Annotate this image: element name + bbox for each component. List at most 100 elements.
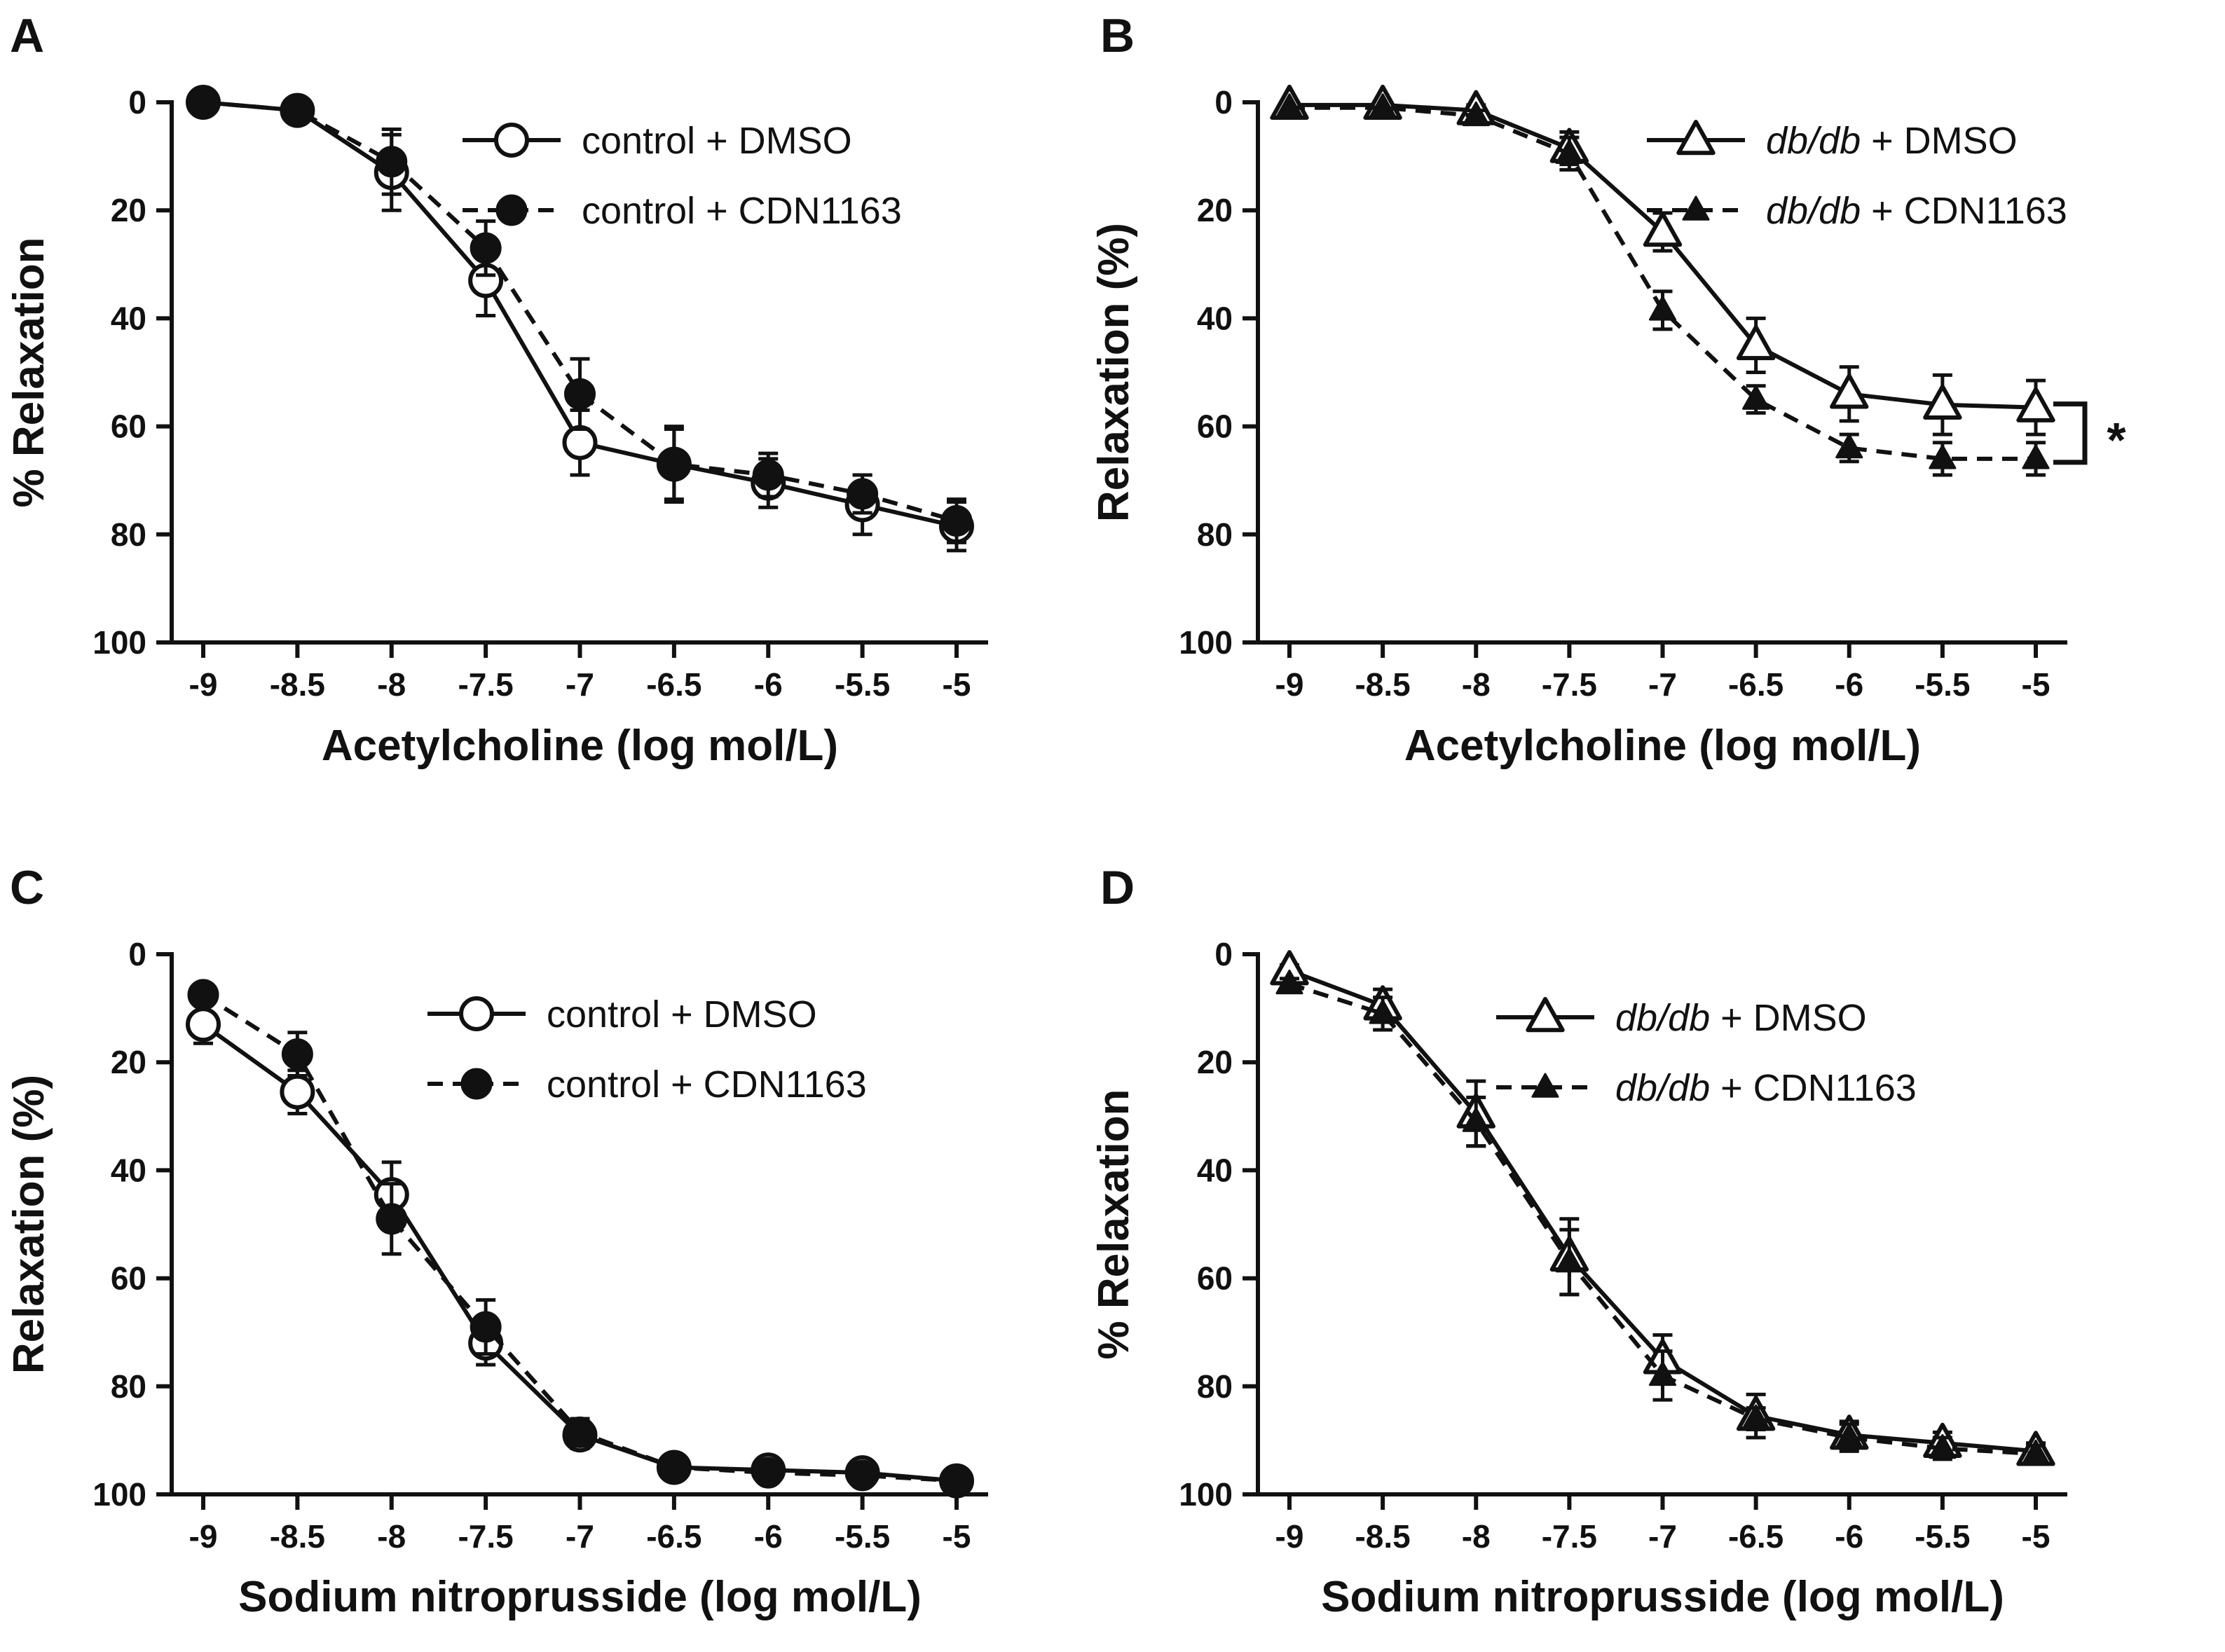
legend-label: control + DMSO	[547, 993, 817, 1035]
y-tick-label: 0	[1214, 84, 1233, 121]
data-point	[376, 1203, 408, 1235]
data-point	[470, 232, 502, 264]
y-tick-label: 20	[111, 1044, 146, 1080]
panel-B-plot: 0 20 40 60 80 100 -9 -8.5 -8 -7.5 -7 -6.5 -6 -5.5 -5 Ac…	[1090, 84, 2126, 770]
x-tick-label: -5	[943, 666, 971, 703]
legend-label-part: control	[582, 120, 695, 162]
y-tick-label: 0	[1214, 936, 1233, 972]
series-1	[187, 979, 973, 1497]
legend-entry: db/db + DMSO	[1647, 120, 2018, 162]
data-point	[658, 1451, 690, 1483]
legend: control + DMSO control + CDN1163	[463, 120, 902, 232]
x-tick-label: -8	[1462, 1518, 1491, 1555]
panel-B: B 0 20 40 60 80 100 -9 -8.5 -8 -7.5 -7 -6.5 -6 -5.5 -5…	[1090, 9, 2126, 770]
x-tick-label: -8	[377, 666, 406, 703]
y-tick-label: 60	[111, 408, 146, 445]
legend-label-part: db/db	[1615, 997, 1710, 1039]
series-1	[1275, 93, 2050, 477]
x-tick-label: -5	[2022, 1518, 2051, 1555]
y-axis-title: Relaxation (%)	[1090, 223, 1138, 522]
x-tick-label: -5	[943, 1518, 971, 1555]
data-point	[1275, 93, 1303, 118]
data-point	[280, 1074, 315, 1110]
data-point	[187, 979, 219, 1011]
x-tick-label: -8.5	[270, 666, 325, 703]
data-point	[1835, 1423, 1863, 1448]
data-point	[1462, 1107, 1490, 1132]
legend: db/db + DMSO db/db + CDN1163	[1647, 120, 2067, 232]
data-point	[658, 448, 690, 481]
data-point	[940, 1465, 973, 1497]
x-tick-label: -7	[1648, 666, 1677, 703]
panel-C: C 0 20 40 60 80 100 -9 -8.5 -8 -7.5 -7 -6.5 -6 -5.5 -5…	[5, 861, 988, 1621]
y-tick-label: 60	[1197, 408, 1233, 445]
legend-label: control + CDN1163	[582, 190, 902, 232]
significance-star: *	[2107, 413, 2126, 467]
x-tick-label: -7	[566, 666, 594, 703]
x-tick-label: -7	[1648, 1518, 1677, 1555]
data-point	[1369, 999, 1397, 1024]
series-0	[1270, 84, 2055, 436]
data-point	[1555, 139, 1583, 165]
y-tick-label: 60	[1197, 1260, 1233, 1297]
x-tick-label: -9	[189, 666, 218, 703]
legend-label: db/db + CDN1163	[1766, 190, 2067, 232]
legend-label-part: + DMSO	[1861, 120, 2018, 162]
legend-entry: db/db + CDN1163	[1647, 190, 2067, 232]
panel-C-plot: 0 20 40 60 80 100 -9 -8.5 -8 -7.5 -7 -6.5 -6 -5.5 -5 So…	[5, 936, 988, 1621]
y-tick-label: 80	[111, 1368, 146, 1405]
legend-marker	[459, 996, 494, 1031]
x-tick-label: -9	[1275, 1518, 1304, 1555]
x-tick-label: -6.5	[646, 666, 701, 703]
x-tick-label: -6	[754, 1518, 783, 1555]
x-tick-label: -7.5	[1542, 1518, 1597, 1555]
significance-bracket	[2053, 401, 2088, 465]
data-point	[281, 95, 313, 127]
x-tick-label: -5.5	[835, 1518, 890, 1555]
data-point	[940, 505, 973, 537]
legend-marker	[460, 1068, 493, 1100]
legend-label: db/db + DMSO	[1615, 997, 1867, 1039]
y-tick-label: 80	[111, 516, 146, 553]
y-tick-label: 80	[1197, 1368, 1233, 1405]
panel-A: A 0 20 40 60 80 100 -9 -8.5 -8 -7.5 -7 -6.5 -6 -5.5 -5…	[5, 9, 988, 770]
data-point	[1648, 1361, 1677, 1386]
data-point	[1929, 444, 1957, 469]
x-tick-label: -7.5	[458, 666, 513, 703]
x-axis-title: Acetylcholine (log mol/L)	[322, 722, 838, 770]
legend-label-part: + CDN1163	[1710, 1067, 1917, 1109]
x-tick-label: -6	[1835, 666, 1863, 703]
data-point	[752, 459, 784, 491]
data-point	[1736, 324, 1776, 361]
legend-label: control + DMSO	[582, 120, 852, 162]
data-point	[847, 478, 879, 510]
legend-marker	[1682, 195, 1710, 221]
legend-entry: control + CDN1163	[427, 1064, 867, 1106]
x-tick-label: -8	[377, 1518, 406, 1555]
panel-A-plot: 0 20 40 60 80 100 -9 -8.5 -8 -7.5 -7 -6.5 -6 -5.5 -5 Ac…	[5, 84, 988, 770]
y-axis-title: % Relaxation	[1090, 1089, 1138, 1360]
series-line	[1289, 105, 2036, 461]
data-point	[2022, 444, 2050, 469]
x-tick-label: -9	[1275, 666, 1304, 703]
data-point	[2016, 387, 2055, 422]
y-tick-label: 40	[111, 300, 146, 336]
data-point	[564, 378, 596, 410]
data-point	[281, 1038, 313, 1071]
x-axis-title: Sodium nitroprusside (log mol/L)	[238, 1573, 922, 1621]
y-tick-label: 100	[93, 624, 146, 661]
y-tick-label: 100	[1179, 624, 1233, 661]
legend-label: db/db + DMSO	[1766, 120, 2018, 162]
data-point	[1830, 373, 1869, 409]
y-tick-label: 20	[1197, 1044, 1233, 1080]
legend-label-part: + CDN1163	[660, 1064, 867, 1106]
x-tick-label: -5.5	[1915, 1518, 1970, 1555]
x-tick-label: -8.5	[270, 1518, 325, 1555]
legend-label-part: db/db	[1766, 190, 1861, 232]
data-point	[1742, 1404, 1770, 1429]
legend-entry: control + DMSO	[427, 993, 817, 1035]
legend-marker	[495, 194, 528, 226]
data-point	[1929, 1433, 1957, 1459]
